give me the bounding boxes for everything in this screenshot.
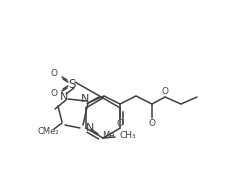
Text: CH₃: CH₃ (119, 131, 136, 140)
Text: O: O (162, 86, 169, 95)
Text: N: N (60, 92, 68, 102)
Text: O: O (148, 119, 155, 128)
Text: O: O (51, 70, 58, 79)
Text: N: N (86, 123, 94, 133)
Text: N: N (81, 94, 89, 104)
Text: O: O (51, 89, 58, 98)
Text: S: S (68, 78, 76, 90)
Text: O: O (117, 119, 124, 128)
Text: Me: Me (102, 131, 115, 140)
Text: CMe₂: CMe₂ (37, 128, 59, 136)
